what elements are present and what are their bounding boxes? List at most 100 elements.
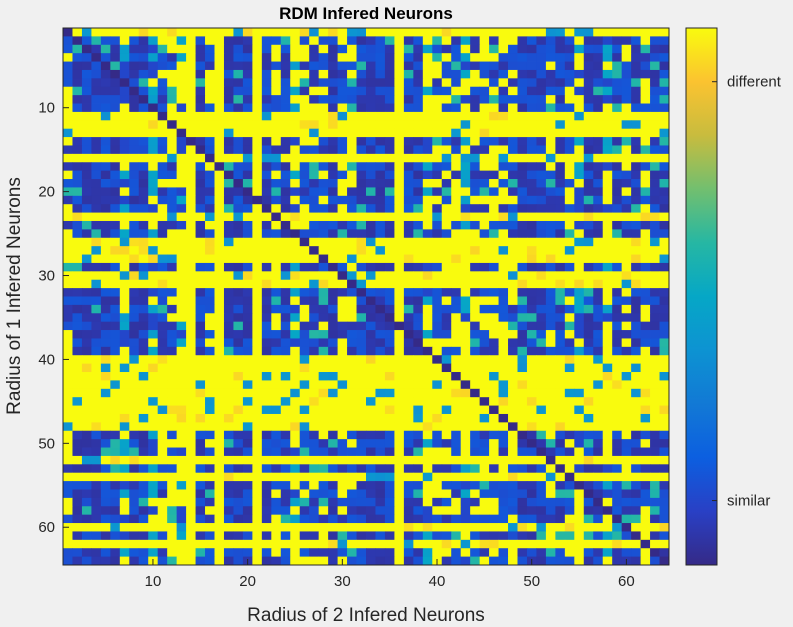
heatmap-cell xyxy=(460,128,471,138)
heatmap-cell xyxy=(148,95,159,104)
heatmap-cell xyxy=(186,531,196,541)
heatmap-cell xyxy=(261,212,272,222)
heatmap-cell xyxy=(119,548,130,558)
heatmap-cell xyxy=(337,162,348,172)
heatmap-cell xyxy=(72,514,83,524)
heatmap-cell xyxy=(186,103,196,113)
heatmap-cell xyxy=(223,69,234,79)
heatmap-cell xyxy=(242,271,253,281)
heatmap-cell xyxy=(242,330,253,339)
heatmap-cell xyxy=(205,413,215,423)
heatmap-cell xyxy=(100,162,111,172)
heatmap-cell xyxy=(242,422,253,432)
heatmap-cell xyxy=(110,472,121,482)
heatmap-cell xyxy=(536,472,547,482)
heatmap-cell xyxy=(299,430,310,440)
heatmap-cell xyxy=(394,61,405,71)
heatmap-cell xyxy=(280,288,291,297)
heatmap-cell xyxy=(631,28,641,37)
heatmap-cell xyxy=(555,363,566,373)
heatmap-cell xyxy=(583,548,594,558)
heatmap-cell xyxy=(593,506,604,516)
heatmap-cell xyxy=(631,162,641,172)
heatmap-cell xyxy=(205,405,215,415)
heatmap-cell xyxy=(659,86,670,96)
heatmap-cell xyxy=(318,145,329,155)
heatmap-cell xyxy=(564,363,575,373)
heatmap-cell xyxy=(526,212,537,222)
heatmap-cell xyxy=(593,497,604,507)
heatmap-cell xyxy=(157,254,168,264)
heatmap-cell xyxy=(110,397,121,406)
heatmap-cell xyxy=(205,61,215,71)
heatmap-cell xyxy=(631,523,641,532)
heatmap-cell xyxy=(413,523,424,532)
heatmap-cell xyxy=(299,162,310,172)
heatmap-cell xyxy=(223,330,234,339)
heatmap-cell xyxy=(583,111,594,121)
heatmap-cell xyxy=(451,153,462,163)
heatmap-cell xyxy=(356,179,367,188)
heatmap-cell xyxy=(138,137,149,146)
heatmap-cell xyxy=(318,170,329,180)
heatmap-cell xyxy=(583,86,594,96)
heatmap-cell xyxy=(290,262,301,272)
heatmap-cell xyxy=(195,455,206,465)
heatmap-cell xyxy=(366,523,376,532)
heatmap-cell xyxy=(299,187,310,197)
heatmap-cell xyxy=(100,237,111,247)
heatmap-cell xyxy=(650,330,660,339)
heatmap-cell xyxy=(223,514,234,524)
heatmap-cell xyxy=(129,422,140,432)
heatmap-cell xyxy=(640,489,651,499)
heatmap-cell xyxy=(489,128,499,138)
heatmap-cell xyxy=(252,506,263,516)
heatmap-cell xyxy=(366,254,376,264)
heatmap-cell xyxy=(337,44,348,54)
heatmap-cell xyxy=(72,489,83,499)
heatmap-cell xyxy=(517,195,528,205)
heatmap-cell xyxy=(526,380,537,390)
heatmap-cell xyxy=(299,262,310,272)
heatmap-cell xyxy=(214,514,225,524)
heatmap-cell xyxy=(119,489,130,499)
heatmap-cell xyxy=(110,271,121,281)
heatmap-cell xyxy=(479,187,490,197)
heatmap-cell xyxy=(403,69,414,79)
heatmap-cell xyxy=(318,111,329,121)
heatmap-cell xyxy=(602,296,613,306)
heatmap-cell xyxy=(252,330,263,339)
heatmap-cell xyxy=(261,95,272,104)
heatmap-cell xyxy=(508,279,518,289)
heatmap-cell xyxy=(233,481,244,490)
heatmap-cell xyxy=(280,128,291,138)
heatmap-cell xyxy=(138,539,149,549)
heatmap-cell xyxy=(347,86,357,96)
heatmap-cell xyxy=(81,455,92,465)
heatmap-cell xyxy=(110,405,121,415)
heatmap-cell xyxy=(640,321,651,331)
heatmap-cell xyxy=(583,36,594,46)
heatmap-cell xyxy=(72,397,83,406)
heatmap-cell xyxy=(167,531,178,541)
y-tick-label: 30 xyxy=(38,268,55,285)
heatmap-cell xyxy=(489,464,499,474)
heatmap-cell xyxy=(659,397,670,406)
heatmap-cell xyxy=(271,330,282,339)
heatmap-cell xyxy=(280,372,291,381)
heatmap-cell xyxy=(233,271,244,281)
heatmap-cell xyxy=(583,430,594,440)
heatmap-cell xyxy=(91,355,102,365)
heatmap-cell xyxy=(100,111,111,121)
heatmap-cell xyxy=(574,103,585,113)
heatmap-cell xyxy=(526,128,537,138)
heatmap-cell xyxy=(422,523,433,532)
heatmap-cell xyxy=(176,61,187,71)
heatmap-cell xyxy=(176,212,187,222)
heatmap-cell xyxy=(593,514,604,524)
heatmap-cell xyxy=(148,111,159,121)
heatmap-cell xyxy=(119,472,130,482)
heatmap-cell xyxy=(545,346,556,356)
heatmap-cell xyxy=(574,111,585,121)
heatmap-cell xyxy=(271,246,282,255)
